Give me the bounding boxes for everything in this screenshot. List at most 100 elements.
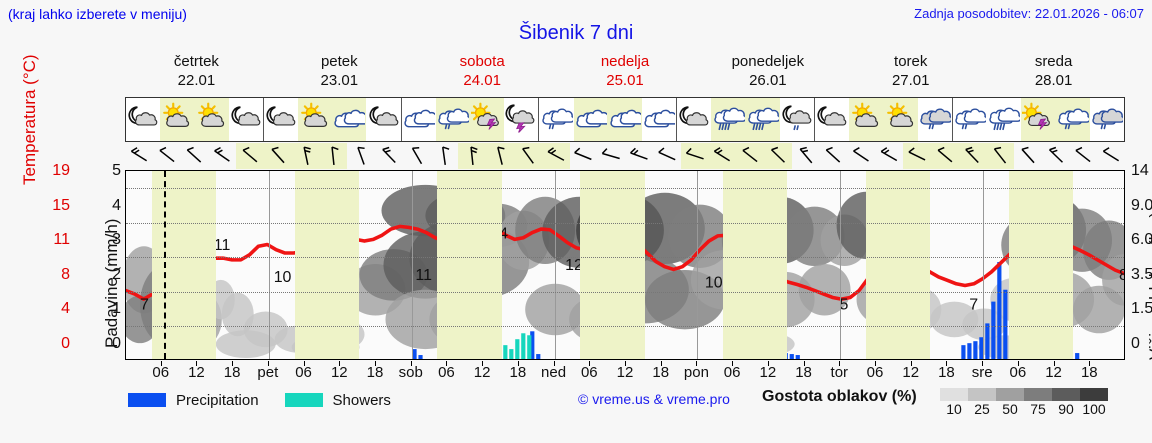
- wind-barb: [736, 143, 764, 169]
- wind-barb: [431, 143, 459, 169]
- weather-icon-night-cloudy: [814, 98, 849, 141]
- time-tick-label: 06: [866, 364, 884, 381]
- daylight-band: [151, 171, 216, 359]
- time-tick-label: tor: [830, 364, 849, 381]
- time-tickmark: [732, 361, 734, 366]
- temperature-label: 10: [705, 275, 723, 292]
- precipitation-tick: 5: [112, 162, 121, 179]
- time-tickmark: [875, 361, 876, 366]
- time-tickmark: [517, 361, 519, 366]
- time-tick-label: 18: [366, 364, 384, 381]
- density-tick-label: 90: [1058, 401, 1074, 417]
- horizontal-gridline: [126, 326, 1124, 328]
- day-date: 25.01: [606, 72, 644, 89]
- temperature-label: 11: [214, 237, 231, 254]
- density-swatch-50: [996, 388, 1024, 401]
- time-tickmark: [1089, 361, 1091, 366]
- night-cloudy-icon: [127, 102, 159, 137]
- weather-icon-night-cloudy: [126, 98, 160, 141]
- shower-bar: [521, 333, 526, 359]
- temperature-tick: 8: [61, 265, 70, 283]
- cloud-blue-drizzle-icon: [954, 102, 988, 137]
- weather-icon-cloud-blue-drizzle: [951, 98, 988, 141]
- time-tick-label: 18: [938, 364, 955, 381]
- cloud-blue-rain-icon: [713, 102, 746, 137]
- temperature-label: 5: [840, 297, 849, 314]
- current-time-line: [164, 171, 166, 359]
- time-tick-label: ned: [541, 364, 567, 381]
- day-name: petek: [320, 53, 358, 70]
- wind-barb: [208, 143, 236, 169]
- wind-barb: [403, 143, 431, 169]
- time-tick-label: 12: [473, 364, 491, 381]
- wind-barb: [597, 143, 625, 169]
- cloud-height-tick: 9.0: [1131, 196, 1152, 214]
- sun-cloud-icon: [299, 102, 331, 137]
- series-legend: Precipitation Showers: [128, 388, 407, 412]
- cloud-height-tick: 6.0: [1131, 231, 1152, 249]
- weather-icon-cloud-blue: [332, 98, 369, 141]
- time-tickmark: [803, 361, 805, 366]
- weather-icon-cloud-blue-drizzle: [538, 98, 574, 141]
- weather-icon-sun-cloud-storm: [1021, 98, 1056, 141]
- weather-icon-sun-cloud: [883, 98, 918, 141]
- wind-barb: [236, 143, 264, 169]
- time-tick-label: 06: [1009, 364, 1027, 381]
- wind-barb: [792, 143, 820, 169]
- time-tick-label: 06: [438, 364, 455, 381]
- day-name: sobota: [459, 53, 505, 70]
- density-swatch-25: [968, 388, 996, 401]
- temperature-tick: 4: [61, 300, 70, 318]
- day-separator: [268, 171, 270, 359]
- cloud-blue-drizzle-icon: [437, 102, 471, 137]
- wind-barb: [958, 143, 987, 169]
- showers-legend-label: Showers: [332, 391, 391, 409]
- wind-barb: [986, 143, 1014, 169]
- night-cloudy-icon: [678, 102, 710, 137]
- night-cloudy-icon: [265, 102, 297, 137]
- time-tickmark: [410, 361, 412, 366]
- wind-barb: [458, 143, 487, 169]
- precipitation-bar: [997, 262, 1002, 359]
- precipitation-bar: [1075, 353, 1080, 359]
- wind-barb: [1097, 143, 1125, 169]
- sun-cloud-storm-icon: [1021, 102, 1054, 137]
- daylight-band: [294, 171, 359, 359]
- time-tick-label: sre: [971, 364, 993, 381]
- wind-barb: [319, 143, 348, 169]
- cloud-drizzle-icon: [919, 102, 953, 137]
- night-cloudy-icon: [816, 102, 848, 137]
- density-tick-label: 50: [1002, 401, 1018, 417]
- sun-cloud-icon: [850, 102, 882, 137]
- temperature-label: 7: [140, 297, 149, 314]
- time-tick-label: 18: [652, 364, 670, 381]
- density-tick-label: 10: [946, 401, 962, 417]
- shower-bar: [515, 339, 520, 359]
- precipitation-legend-label: Precipitation: [176, 391, 259, 409]
- temperature-tick: 11: [53, 231, 70, 249]
- day-header-strip: četrtek 22.01 petek 23.01 sobota 24.01 nedelja…: [125, 52, 1125, 94]
- day-header-6: sreda 28.01: [982, 52, 1125, 94]
- wind-barb: [708, 143, 737, 169]
- time-tick-label: 18: [795, 364, 812, 381]
- precipitation-bar: [795, 355, 800, 359]
- wind-barb: [875, 143, 903, 169]
- wind-barb: [541, 143, 570, 169]
- precipitation-tick: 3: [112, 231, 121, 249]
- cloud-density-blob: [215, 330, 276, 359]
- wind-barb: [291, 143, 320, 169]
- cloud-height-tick: 14: [1131, 162, 1149, 179]
- location-note: (kraj lahko izberete v meniju): [8, 6, 187, 22]
- temperature-label: 10: [274, 269, 292, 286]
- day-name: četrtek: [173, 53, 219, 70]
- sun-cloud-storm-icon: [470, 102, 503, 137]
- cloud-density-blob: [798, 264, 851, 316]
- time-tickmark: [196, 361, 198, 366]
- wind-barb: [847, 143, 875, 169]
- cloud-blue-icon: [643, 102, 679, 137]
- cloud-blue-icon: [609, 102, 645, 137]
- night-storm-icon: [505, 102, 537, 137]
- showers-swatch: [284, 393, 323, 407]
- time-tickmark: [767, 361, 769, 366]
- sun-cloud-icon: [885, 102, 917, 137]
